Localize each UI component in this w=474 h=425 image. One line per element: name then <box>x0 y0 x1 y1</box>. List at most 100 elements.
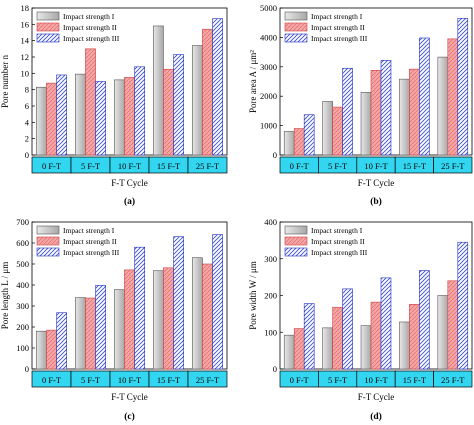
bar-series-2-cat-3 <box>124 269 135 370</box>
category-box <box>433 156 473 174</box>
bar-series-1-cat-2 <box>74 297 86 370</box>
y-tick-label: 400 <box>16 280 29 290</box>
legend-label-2: Impact strength II <box>311 23 365 32</box>
category-label: 25 F-T <box>196 375 220 385</box>
y-tick-label: 2 <box>25 134 29 144</box>
category-box <box>187 156 228 174</box>
legend-swatch-2 <box>36 236 60 246</box>
y-tick-label: 16 <box>21 19 30 29</box>
y-tick-label: 14 <box>21 36 30 46</box>
panel-label: (c) <box>124 411 135 422</box>
bar-series-3-cat-3 <box>134 246 146 370</box>
legend-swatch-3 <box>36 247 60 257</box>
y-tick-label: 2000 <box>260 91 277 101</box>
y-tick-label: 0 <box>25 364 29 374</box>
legend-swatch-1 <box>36 225 60 235</box>
category-label: 0 F-T <box>290 161 310 171</box>
bar-series-2-cat-3 <box>370 301 382 370</box>
category-box <box>433 370 473 388</box>
bar-series-2-cat-2 <box>332 106 343 156</box>
y-tick-label: 0 <box>25 150 29 160</box>
bar-series-1-cat-1 <box>283 334 295 370</box>
category-label: 5 F-T <box>81 375 101 385</box>
category-label: 25 F-T <box>441 375 465 385</box>
bar-series-3-cat-4 <box>173 236 185 370</box>
bar-series-2-cat-4 <box>409 304 420 370</box>
category-label: 10 F-T <box>364 161 388 171</box>
category-label: 10 F-T <box>364 375 388 385</box>
bar-series-3-cat-5 <box>457 241 469 370</box>
legend-label-1: Impact strength I <box>63 12 115 21</box>
category-label: 25 F-T <box>196 161 220 171</box>
category-label: 15 F-T <box>157 161 181 171</box>
y-tick-label: 300 <box>264 254 277 264</box>
y-tick-label: 200 <box>16 322 29 332</box>
legend-label-1: Impact strength I <box>63 226 115 235</box>
bar-series-1-cat-1 <box>35 330 47 370</box>
bar-series-3-cat-3 <box>380 60 392 156</box>
bar-series-1-cat-1 <box>283 131 295 156</box>
bar-series-1-cat-2 <box>322 101 333 156</box>
bar-series-2-cat-3 <box>370 70 382 156</box>
y-axis-label: Pore area A / μm² <box>248 50 258 113</box>
bar-series-3-cat-5 <box>212 234 224 370</box>
y-tick-label: 400 <box>264 217 277 227</box>
bar-series-2-cat-4 <box>163 267 174 370</box>
bar-series-1-cat-5 <box>191 45 203 156</box>
bar-series-3-cat-1 <box>303 114 315 156</box>
legend-label-3: Impact strength III <box>311 248 368 257</box>
legend-label-1: Impact strength I <box>311 226 363 235</box>
y-tick-label: 500 <box>16 259 29 269</box>
panel-label: (a) <box>124 196 135 207</box>
legend-swatch-3 <box>36 33 60 43</box>
panel-label: (b) <box>370 196 382 207</box>
category-box <box>187 370 228 388</box>
y-tick-label: 8 <box>25 85 29 95</box>
legend-label-3: Impact strength III <box>63 248 120 257</box>
bar-series-3-cat-1 <box>56 312 68 370</box>
legend-label-1: Impact strength I <box>311 12 363 21</box>
x-axis-label: F-T Cycle <box>358 392 395 402</box>
bar-series-2-cat-1 <box>46 82 57 156</box>
bar-series-1-cat-2 <box>74 73 86 156</box>
y-tick-label: 10 <box>21 68 30 78</box>
y-tick-label: 100 <box>264 327 277 337</box>
y-axis-label: Pore number n <box>0 55 10 108</box>
bar-series-2-cat-5 <box>447 280 459 370</box>
bar-series-1-cat-4 <box>399 321 410 370</box>
legend-label-2: Impact strength II <box>311 237 365 246</box>
bar-series-3-cat-5 <box>212 18 224 156</box>
bar-series-3-cat-1 <box>56 74 68 156</box>
bar-series-1-cat-4 <box>152 270 164 370</box>
bar-series-1-cat-4 <box>399 78 410 156</box>
chart-panel-2: 0 1000 2000 3000 4000 5000 Pore area A / μm² Im… <box>248 3 473 207</box>
bar-series-2-cat-4 <box>163 68 174 156</box>
bar-series-3-cat-4 <box>419 37 430 156</box>
chart-panel-4: 0 100 200 300 400 Pore width W / μm Impact str… <box>248 217 473 422</box>
bar-series-1-cat-3 <box>360 92 372 156</box>
category-label: 15 F-T <box>403 375 427 385</box>
y-tick-label: 0 <box>273 150 277 160</box>
y-tick-label: 100 <box>16 343 29 353</box>
legend-swatch-1 <box>284 225 308 235</box>
y-tick-label: 200 <box>264 291 277 301</box>
y-tick-label: 4000 <box>260 32 277 42</box>
category-label: 25 F-T <box>441 161 465 171</box>
bar-series-1-cat-3 <box>360 325 372 370</box>
bar-series-3-cat-2 <box>342 288 353 370</box>
bar-series-3-cat-1 <box>303 303 315 370</box>
bar-series-3-cat-4 <box>173 54 185 156</box>
category-label: 0 F-T <box>290 375 310 385</box>
y-tick-label: 6 <box>25 101 29 111</box>
bar-series-3-cat-2 <box>95 81 107 156</box>
bar-series-2-cat-2 <box>85 48 96 156</box>
bar-series-3-cat-3 <box>380 277 392 370</box>
category-label: 10 F-T <box>118 161 142 171</box>
bar-series-1-cat-4 <box>152 25 164 156</box>
legend-swatch-3 <box>284 33 308 43</box>
chart-panel-3: 0 100 200 300 400 500 600 700 Pore length L / μm… <box>0 217 228 422</box>
y-tick-label: 18 <box>21 3 30 13</box>
y-axis-label: Pore length L / μm <box>0 262 10 329</box>
chart-panel-1: 0 2 4 6 8 10 12 14 16 18 Pore number n Impact stren… <box>0 3 228 207</box>
y-tick-label: 600 <box>16 238 29 248</box>
